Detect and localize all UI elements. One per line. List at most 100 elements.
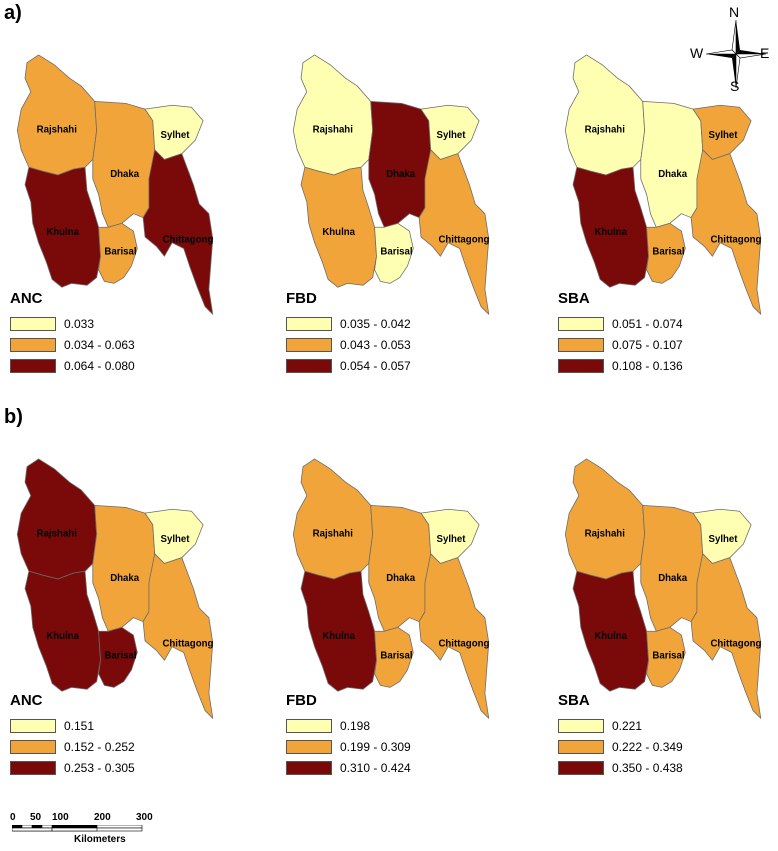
compass-icon	[705, 19, 767, 89]
legend-row: 0.222 - 0.349	[558, 736, 683, 757]
region-sylhet	[692, 508, 752, 564]
region-khulna	[300, 166, 377, 288]
legend-value: 0.198	[340, 718, 371, 733]
legend-a-sba: SBA 0.051 - 0.074 0.075 - 0.107 0.108 - 0.1…	[558, 290, 683, 376]
legend-b-fbd: FBD 0.198 0.199 - 0.309 0.310 - 0.424	[286, 692, 411, 778]
region-label-dhaka: Dhaka	[386, 573, 416, 584]
legend-value: 0.075 - 0.107	[612, 337, 683, 352]
region-rajshahi	[16, 54, 98, 176]
legend-swatch-low	[558, 316, 604, 331]
legend-row: 0.198	[286, 715, 411, 736]
legend-row: 0.043 - 0.053	[286, 334, 411, 355]
region-sylhet	[144, 104, 204, 160]
region-khulna	[572, 166, 649, 288]
map-a-anc: Rajshahi Dhaka Sylhet Khulna Barisal Chittago…	[6, 24, 226, 329]
region-sylhet	[144, 508, 204, 564]
panel-label-a: a)	[4, 2, 22, 24]
region-label-barisal: Barisal	[104, 650, 136, 661]
region-label-khulna: Khulna	[594, 227, 627, 238]
legend-row: 0.075 - 0.107	[558, 334, 683, 355]
region-rajshahi	[292, 458, 374, 580]
legend-swatch-high	[558, 760, 604, 775]
region-label-sylhet: Sylhet	[437, 130, 467, 141]
legend-swatch-mid	[558, 739, 604, 754]
region-label-chittagong: Chittagong	[162, 235, 213, 246]
legend-title: SBA	[558, 692, 590, 709]
region-chittagong	[418, 553, 490, 719]
legend-row: 0.051 - 0.074	[558, 313, 683, 334]
map-a-fbd: Rajshahi Dhaka Sylhet Khulna Barisal Chittago…	[282, 24, 502, 329]
region-label-khulna: Khulna	[46, 227, 79, 238]
region-label-chittagong: Chittagong	[162, 639, 213, 650]
legend-row: 0.035 - 0.042	[286, 313, 411, 334]
legend-a-anc: ANC 0.033 0.034 - 0.063 0.064 - 0.080	[10, 290, 135, 376]
region-chittagong	[142, 553, 214, 719]
legend-swatch-low	[10, 316, 56, 331]
compass-w: W	[690, 45, 704, 61]
legend-row: 0.152 - 0.252	[10, 736, 135, 757]
region-sylhet	[420, 104, 480, 160]
region-label-rajshahi: Rajshahi	[37, 124, 77, 135]
legend-b-sba: SBA 0.221 0.222 - 0.349 0.350 - 0.438	[558, 692, 683, 778]
region-label-khulna: Khulna	[594, 631, 627, 642]
region-map: Rajshahi Dhaka Sylhet Khulna Barisal Chittago…	[16, 458, 214, 719]
region-map: Rajshahi Dhaka Sylhet Khulna Barisal Chittago…	[292, 54, 490, 315]
region-label-sylhet: Sylhet	[161, 130, 191, 141]
legend-value: 0.033	[64, 316, 95, 331]
region-label-barisal: Barisal	[380, 246, 412, 257]
legend-swatch-low	[10, 718, 56, 733]
legend-value: 0.054 - 0.057	[340, 358, 411, 373]
legend-row: 0.064 - 0.080	[10, 355, 135, 376]
region-label-sylhet: Sylhet	[709, 534, 739, 545]
legend-row: 0.310 - 0.424	[286, 757, 411, 778]
legend-title: FBD	[286, 692, 317, 709]
region-barisal	[98, 222, 138, 284]
legend-value: 0.108 - 0.136	[612, 358, 683, 373]
region-barisal	[374, 222, 414, 284]
legend-swatch-high	[286, 760, 332, 775]
scale-tick-300: 300	[136, 812, 153, 823]
legend-row: 0.033	[10, 313, 135, 334]
region-label-khulna: Khulna	[46, 631, 79, 642]
legend-row: 0.054 - 0.057	[286, 355, 411, 376]
region-map: Rajshahi Dhaka Sylhet Khulna Barisal Chittago…	[292, 458, 490, 719]
region-label-dhaka: Dhaka	[658, 169, 688, 180]
legend-swatch-mid	[10, 739, 56, 754]
legend-swatch-high	[286, 358, 332, 373]
region-khulna	[24, 570, 101, 692]
legend-value: 0.221	[612, 718, 643, 733]
region-barisal	[374, 626, 414, 688]
region-dhaka	[640, 505, 704, 632]
legend-value: 0.034 - 0.063	[64, 337, 135, 352]
region-label-khulna: Khulna	[322, 631, 355, 642]
region-sylhet	[420, 508, 480, 564]
region-label-chittagong: Chittagong	[710, 235, 761, 246]
region-khulna	[300, 570, 377, 692]
legend-swatch-high	[10, 760, 56, 775]
legend-value: 0.064 - 0.080	[64, 358, 135, 373]
region-label-rajshahi: Rajshahi	[313, 124, 353, 135]
legend-row: 0.221	[558, 715, 683, 736]
region-label-dhaka: Dhaka	[386, 169, 416, 180]
region-barisal	[98, 626, 138, 688]
compass-rose: N S W E	[690, 4, 770, 94]
legend-swatch-mid	[286, 739, 332, 754]
region-dhaka	[92, 101, 156, 228]
legend-row: 0.108 - 0.136	[558, 355, 683, 376]
map-b-anc: Rajshahi Dhaka Sylhet Khulna Barisal Chittago…	[6, 428, 226, 733]
scale-unit: Kilometers	[74, 834, 126, 845]
legend-swatch-high	[558, 358, 604, 373]
region-label-rajshahi: Rajshahi	[313, 528, 353, 539]
legend-title: ANC	[10, 290, 43, 307]
region-map: Rajshahi Dhaka Sylhet Khulna Barisal Chittago…	[564, 458, 762, 719]
region-khulna	[572, 570, 649, 692]
legend-value: 0.035 - 0.042	[340, 316, 411, 331]
legend-swatch-mid	[286, 337, 332, 352]
region-label-khulna: Khulna	[322, 227, 355, 238]
scale-bar: 0 50 100 200 300 Kilometers	[8, 812, 158, 846]
region-sylhet	[692, 104, 752, 160]
compass-n: N	[729, 4, 740, 20]
region-dhaka	[368, 505, 432, 632]
legend-row: 0.350 - 0.438	[558, 757, 683, 778]
legend-value: 0.151	[64, 718, 95, 733]
